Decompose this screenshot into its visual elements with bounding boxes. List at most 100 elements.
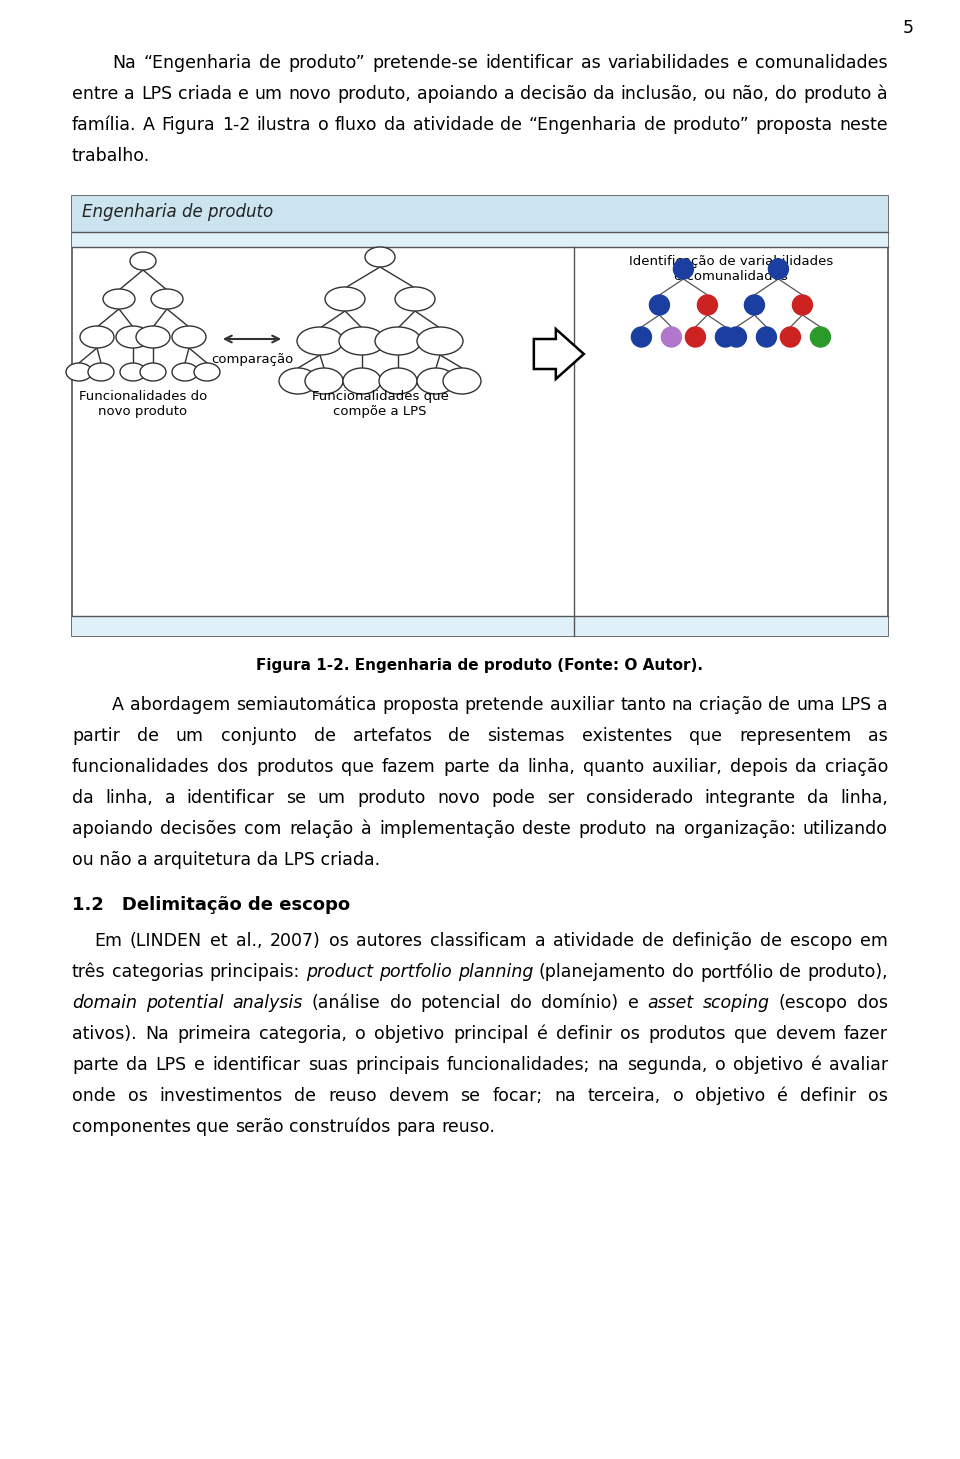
Text: scoping: scoping [703, 994, 770, 1013]
Text: (planejamento: (planejamento [539, 963, 666, 980]
Ellipse shape [375, 327, 421, 355]
Text: ilustra: ilustra [256, 117, 311, 134]
Text: quanto: quanto [583, 759, 644, 776]
Text: depois: depois [730, 759, 787, 776]
Text: ou não a arquitetura da LPS criada.: ou não a arquitetura da LPS criada. [72, 851, 380, 870]
Text: atividade: atividade [553, 932, 635, 950]
Ellipse shape [417, 368, 455, 394]
Bar [72, 232, 888, 247]
Text: com: com [244, 820, 281, 837]
Text: objetivo: objetivo [695, 1087, 766, 1104]
Text: representem: representem [739, 727, 852, 746]
Text: tanto: tanto [620, 696, 666, 713]
Text: fluxo: fluxo [335, 117, 377, 134]
Text: identificar: identificar [485, 54, 573, 71]
Text: produtos: produtos [256, 759, 333, 776]
Text: partir: partir [72, 727, 120, 746]
Text: 5: 5 [902, 19, 914, 36]
Text: organização:: organização: [684, 820, 796, 837]
Text: Funcionalidades que
compõe a LPS: Funcionalidades que compõe a LPS [312, 390, 448, 417]
Text: e: e [238, 85, 249, 104]
Text: produtos: produtos [649, 1026, 726, 1043]
Text: na: na [598, 1056, 619, 1074]
Circle shape [780, 327, 801, 347]
Text: onde: onde [72, 1087, 116, 1104]
Ellipse shape [417, 327, 463, 355]
Text: categorias: categorias [111, 963, 204, 980]
Text: a: a [504, 85, 515, 104]
Text: Na: Na [112, 54, 135, 71]
Text: “Engenharia: “Engenharia [143, 54, 252, 71]
Text: LPS: LPS [841, 696, 872, 713]
Text: de: de [500, 117, 522, 134]
Text: escopo: escopo [790, 932, 852, 950]
Text: investimentos: investimentos [159, 1087, 282, 1104]
Text: à: à [361, 820, 372, 837]
Text: na: na [655, 820, 676, 837]
Text: dos: dos [217, 759, 249, 776]
Text: pretende: pretende [465, 696, 544, 713]
Circle shape [697, 295, 717, 315]
Text: entre: entre [72, 85, 118, 104]
Text: que: que [342, 759, 374, 776]
Ellipse shape [343, 368, 381, 394]
Text: sistemas: sistemas [488, 727, 564, 746]
Text: de: de [780, 963, 802, 980]
Text: de: de [448, 727, 470, 746]
Text: novo: novo [288, 85, 331, 104]
Text: de: de [259, 54, 280, 71]
Circle shape [744, 295, 764, 315]
Text: decisões: decisões [160, 820, 237, 837]
Text: fazem: fazem [382, 759, 436, 776]
Text: é: é [537, 1026, 547, 1043]
Text: Identificação de variabilidades
e comunalidades: Identificação de variabilidades e comuna… [629, 255, 833, 283]
Text: o: o [355, 1026, 366, 1043]
Text: a: a [535, 932, 545, 950]
Text: à: à [877, 85, 888, 104]
Text: família.: família. [72, 117, 136, 134]
Circle shape [810, 327, 830, 347]
Text: considerado: considerado [586, 789, 693, 807]
Text: se: se [461, 1087, 481, 1104]
Text: de: de [295, 1087, 317, 1104]
Circle shape [661, 327, 682, 347]
Text: apoiando: apoiando [417, 85, 497, 104]
Text: produto: produto [357, 789, 425, 807]
Text: principais:: principais: [209, 963, 300, 980]
Ellipse shape [120, 363, 146, 381]
Text: comunalidades: comunalidades [756, 54, 888, 71]
Text: analysis: analysis [232, 994, 303, 1013]
Circle shape [649, 295, 669, 315]
Text: identificar: identificar [212, 1056, 300, 1074]
Ellipse shape [379, 368, 417, 394]
Circle shape [768, 260, 788, 279]
Text: definir: definir [556, 1026, 612, 1043]
Text: auxiliar: auxiliar [550, 696, 614, 713]
Text: não,: não, [732, 85, 770, 104]
Ellipse shape [279, 368, 317, 394]
Circle shape [727, 327, 747, 347]
Text: 2007): 2007) [270, 932, 321, 950]
Bar [72, 196, 888, 232]
Text: do: do [390, 994, 412, 1013]
Ellipse shape [365, 247, 395, 267]
Text: pretende-se: pretende-se [372, 54, 478, 71]
Circle shape [632, 327, 652, 347]
Text: focar;: focar; [492, 1087, 542, 1104]
Text: que: que [689, 727, 722, 746]
Text: linha,: linha, [527, 759, 575, 776]
Text: proposta: proposta [756, 117, 832, 134]
Text: que: que [197, 1118, 229, 1137]
Ellipse shape [172, 325, 206, 349]
Text: um: um [254, 85, 282, 104]
Text: produto: produto [804, 85, 872, 104]
Text: componentes: componentes [72, 1118, 191, 1137]
Text: (LINDEN: (LINDEN [130, 932, 202, 950]
Text: reuso: reuso [328, 1087, 376, 1104]
Text: o: o [673, 1087, 684, 1104]
Text: da: da [795, 759, 817, 776]
Text: Funcionalidades do
novo produto: Funcionalidades do novo produto [79, 390, 207, 417]
Text: a: a [165, 789, 176, 807]
Text: produto: produto [579, 820, 647, 837]
Text: da: da [126, 1056, 148, 1074]
